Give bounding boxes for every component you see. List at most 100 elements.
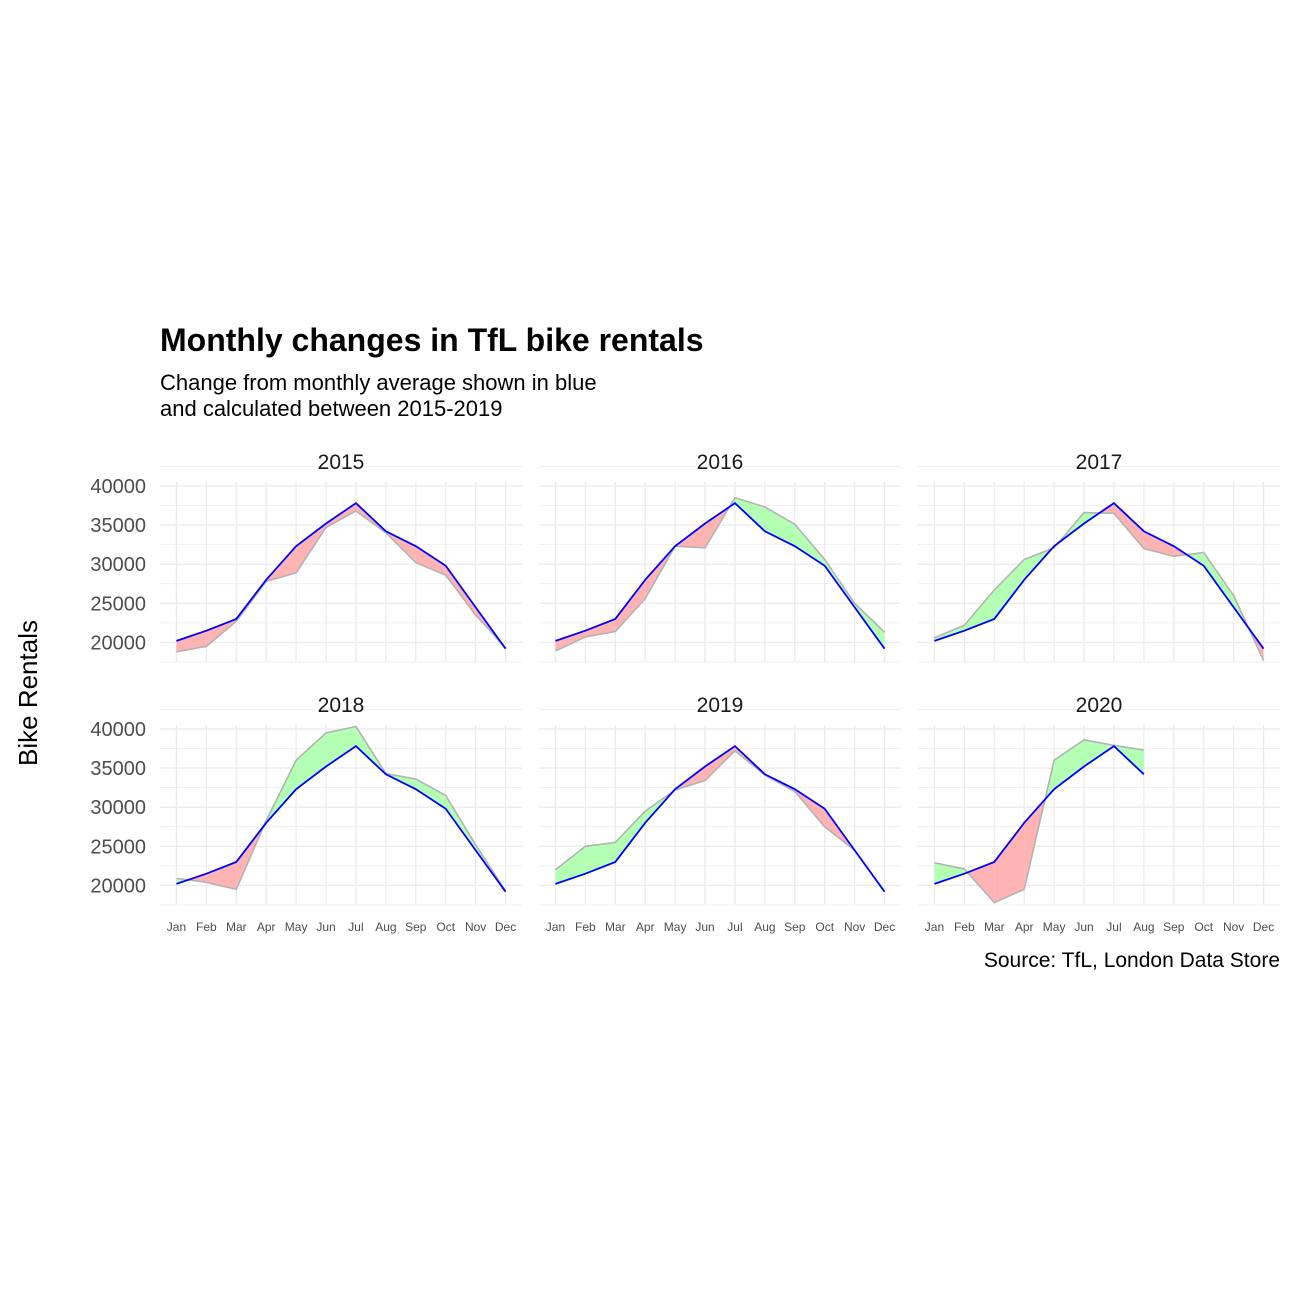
x-tick-label: Nov [844,920,865,934]
x-tick-label: Dec [1253,920,1274,934]
y-tick-label: 20000 [90,632,146,654]
x-tick-label: May [1043,920,1066,934]
actual-rentals-line [934,739,1145,904]
deviation-ribbon [615,579,646,632]
x-tick-label: Jan [925,920,944,934]
x-tick-label: Jun [316,920,335,934]
average-rentals-line [555,501,886,650]
x-tick-label: Jan [546,920,565,934]
deviation-ribbon [1084,739,1114,767]
chart-title: Monthly changes in TfL bike rentals [160,322,704,358]
actual-rentals-line [176,510,507,653]
x-tick-label: Jun [695,920,714,934]
chart-caption: Source: TfL, London Data Store [984,949,1280,972]
x-tick-label: Jul [348,920,363,934]
chart-subtitle-line1: Change from monthly average shown in blu… [160,370,597,395]
x-tick-label: Jul [1106,920,1121,934]
x-tick-label: Feb [196,920,217,934]
x-tick-label: Jul [727,920,742,934]
x-tick-label: Feb [954,920,975,934]
deviation-ribbon [994,822,1025,903]
average-rentals-line [555,744,886,893]
deviation-ribbon [176,630,207,652]
facet-panel-2019: 2019 Jan Feb Mar Apr May Jun Jul Aug Sep Oct Nov Dec [539,694,901,934]
x-tick-label: Nov [465,920,486,934]
x-tick-label: Mar [605,920,626,934]
facet-strip-title: 2015 [318,451,365,474]
facet-panels: 2015 20000 25000 30000 35000 40000 2016 2017 201… [90,451,1280,934]
facet-panel-2018: 2018 20000 25000 30000 35000 40000 Jan Feb Mar Ap… [90,694,522,934]
facet-panel-2016: 2016 [539,451,901,663]
deviation-ribbon [585,842,616,874]
x-tick-label: Apr [636,920,655,934]
y-tick-label: 25000 [90,836,146,858]
facet-strip-title: 2017 [1076,451,1123,474]
deviation-ribbon [555,630,586,652]
facet-panel-2015: 2015 20000 25000 30000 35000 40000 [90,451,522,663]
x-tick-label: Oct [1194,920,1213,934]
deviation-ribbon [415,779,446,809]
x-tick-label: Sep [1163,920,1185,934]
x-tick-label: Apr [257,920,276,934]
deviation-ribbon [415,546,446,576]
x-tick-label: Dec [495,920,516,934]
x-tick-label: May [285,920,308,934]
deviation-ribbon [296,732,327,790]
y-tick-label: 35000 [90,758,146,780]
facet-strip-title: 2020 [1076,694,1123,717]
actual-rentals-line [555,496,886,652]
y-tick-label: 30000 [90,554,146,576]
x-tick-label: May [664,920,687,934]
deviation-ribbon [445,565,476,616]
deviation-ribbon [967,861,995,903]
x-tick-label: Mar [984,920,1005,934]
average-rentals-line [176,501,507,650]
x-tick-label: Sep [405,920,427,934]
deviation-ribbon [206,861,237,890]
deviation-ribbon [794,524,825,566]
facet-strip-title: 2016 [697,451,744,474]
actual-rentals-line [554,749,886,893]
actual-rentals-line [934,511,1265,661]
average-rentals-line [934,501,1265,650]
deviation-ribbon [1054,739,1085,790]
y-axis-label: Bike Rentals [13,620,43,766]
actual-rentals-line [176,725,507,892]
chart-subtitle-line2: and calculated between 2015-2019 [160,396,503,421]
y-tick-label: 25000 [90,593,146,615]
facet-strip-title: 2019 [697,694,744,717]
x-tick-label: Nov [1223,920,1244,934]
deviation-ribbon [615,811,646,862]
x-tick-label: Aug [375,920,396,934]
x-tick-label: Jun [1074,920,1093,934]
y-tick-label: 40000 [90,719,146,741]
x-tick-label: Dec [874,920,895,934]
deviation-ribbon [994,559,1025,619]
x-tick-label: Apr [1015,920,1034,934]
deviation-ribbon [326,726,356,767]
facet-panel-2017: 2017 [918,451,1280,663]
facet-strip-title: 2018 [318,694,365,717]
deviation-ribbon [764,507,795,547]
facet-panel-2020: 2020 Jan Feb Mar Apr May Jun Jul Aug Sep Oct Nov Dec [918,694,1280,934]
x-tick-label: Oct [815,920,834,934]
deviation-ribbon [734,497,765,532]
deviation-ribbon [1113,503,1144,549]
x-tick-label: Sep [784,920,806,934]
y-tick-label: 40000 [90,476,146,498]
y-tick-label: 30000 [90,797,146,819]
x-tick-label: Jan [167,920,186,934]
x-tick-label: Aug [754,920,775,934]
deviation-ribbon [555,846,586,884]
deviation-ribbon [1203,552,1234,608]
x-tick-label: Feb [575,920,596,934]
deviation-ribbon [964,590,995,631]
x-tick-label: Mar [226,920,247,934]
y-tick-label: 20000 [90,875,146,897]
x-tick-label: Aug [1133,920,1154,934]
x-tick-label: Oct [436,920,455,934]
y-tick-label: 35000 [90,515,146,537]
deviation-ribbon [705,746,735,781]
average-rentals-line [934,744,1145,885]
